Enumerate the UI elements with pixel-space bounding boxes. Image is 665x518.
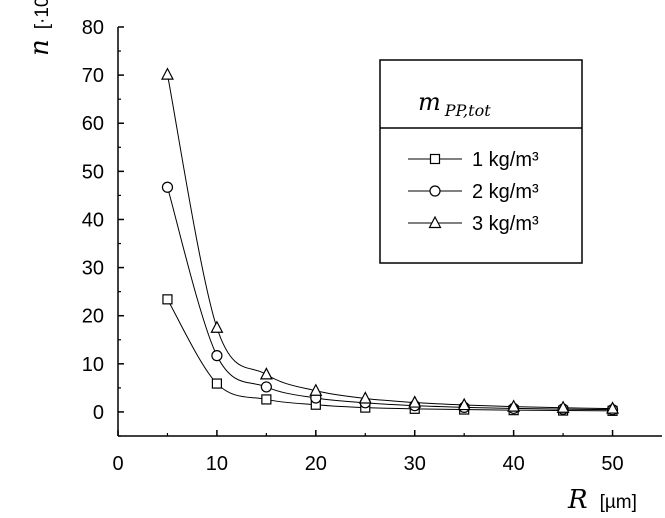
y-tick-label: 10 (82, 354, 104, 376)
x-axis-unit: [µm] (600, 492, 637, 513)
series-line (167, 299, 613, 412)
x-tick-label: 20 (305, 453, 327, 475)
legend-box (379, 59, 583, 264)
data-point (358, 391, 372, 404)
data-point (507, 399, 521, 412)
plot-axes (117, 27, 662, 437)
y-tick-label: 40 (82, 209, 104, 231)
y-axis-unit: [·10 (32, 0, 53, 29)
legend-marker (428, 215, 442, 229)
legend-entry: 3 kg/m³ (408, 213, 539, 235)
y-tick-label: 60 (82, 113, 104, 135)
y-tick-label: 0 (93, 402, 104, 424)
data-point (457, 397, 471, 411)
x-tick-label: 40 (503, 453, 525, 475)
data-point (259, 367, 273, 380)
data-point (260, 381, 272, 393)
legend-title-sub: PP,tot (444, 101, 491, 120)
y-axis-var: n (25, 39, 55, 56)
y-axis-label: n [·10 14 ] (23, 0, 55, 56)
data-point (261, 394, 272, 405)
data-point (160, 67, 174, 80)
data-point (161, 181, 174, 193)
data-point (210, 320, 224, 333)
y-tick-label: 80 (82, 17, 104, 39)
x-axis-label: R [µm] (567, 485, 637, 515)
legend-title: m PP,tot (418, 88, 491, 120)
data-point (606, 401, 620, 414)
y-tick-label: 70 (82, 65, 104, 87)
data-point (556, 400, 570, 413)
series-1 (162, 294, 618, 416)
legend-label: 2 kg/m³ (472, 181, 539, 203)
series-layer (160, 67, 620, 416)
data-point (309, 383, 323, 396)
series-3 (160, 67, 620, 414)
legend-marker (429, 153, 441, 165)
x-tick-label: 50 (601, 453, 623, 475)
data-point (211, 378, 223, 389)
y-ticks: 0 10 20 30 40 50 60 70 80 (82, 17, 124, 437)
legend-entries: 1 kg/m³ 2 kg/m³ 3 kg/m³ (408, 149, 539, 235)
data-point (162, 294, 173, 305)
y-tick-label: 50 (82, 161, 104, 183)
legend: m PP,tot 1 kg/m³ 2 kg/m³ 3 kg/m³ (379, 59, 583, 264)
data-point (408, 395, 422, 408)
y-tick-label: 20 (82, 306, 104, 328)
y-tick-label: 30 (82, 258, 104, 280)
x-axis-var: R (567, 485, 588, 515)
legend-entry: 1 kg/m³ (408, 149, 539, 171)
data-point (211, 350, 223, 362)
legend-entry: 2 kg/m³ (408, 181, 539, 203)
legend-label: 1 kg/m³ (472, 149, 539, 171)
x-tick-label: 30 (404, 453, 426, 475)
x-tick-label: 0 (112, 453, 123, 475)
legend-title-main: m (418, 88, 441, 116)
legend-marker (429, 185, 441, 197)
x-tick-label: 10 (206, 453, 228, 475)
legend-label: 3 kg/m³ (472, 213, 539, 235)
x-ticks: 0 10 20 30 40 50 (112, 430, 624, 475)
